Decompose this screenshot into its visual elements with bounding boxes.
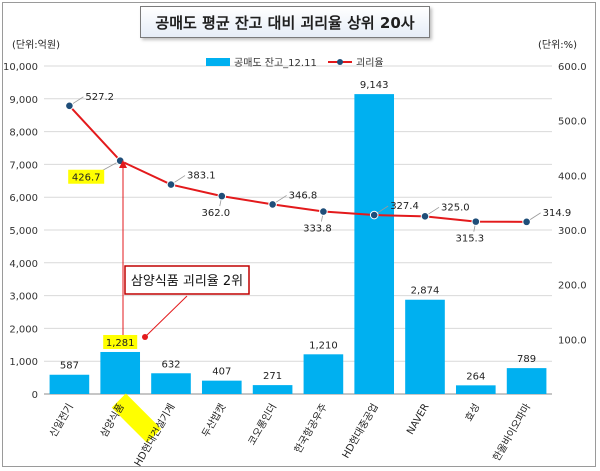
annotation-arrowhead (119, 160, 127, 168)
point-data-label: 333.8 (303, 224, 332, 235)
category-label: 한국항공우주 (292, 402, 330, 456)
left-tick-label: 4,000 (9, 259, 38, 270)
divergence-point (268, 200, 277, 209)
right-tick-label: 600.0 (558, 62, 587, 73)
left-tick-label: 9,000 (9, 95, 38, 106)
bar-data-label: 789 (517, 354, 536, 365)
bar (506, 368, 547, 394)
point-data-label: 362.0 (201, 208, 230, 219)
chart-title: 공매도 평균 잔고 대비 괴리율 상위 20사 (140, 6, 430, 38)
divergence-point (65, 101, 74, 111)
bar (303, 354, 344, 394)
divergence-point (369, 210, 379, 220)
category-label-highlight (111, 393, 162, 444)
point-data-label: 383.1 (187, 171, 216, 182)
divergence-line (68, 105, 527, 223)
point-data-label: 426.7 (72, 173, 101, 184)
divergence-point (319, 207, 328, 216)
annotation-box (124, 265, 250, 295)
point-data-label: 314.9 (543, 208, 572, 219)
point-data-label: 527.2 (85, 92, 114, 103)
point-label-highlight (68, 169, 105, 184)
left-tick-label: 5,000 (9, 226, 38, 237)
point-data-label: 315.3 (455, 234, 484, 245)
category-label: 신일전기 (47, 402, 76, 440)
right-tick-label: 500.0 (558, 117, 587, 128)
divergence-point (522, 217, 531, 227)
bar (201, 380, 242, 394)
right-axis-unit: (단위:%) (538, 38, 577, 51)
divergence-point (420, 212, 430, 221)
bar-data-label: 2,874 (411, 286, 440, 297)
left-tick-label: 1,000 (9, 357, 38, 368)
left-tick-label: 7,000 (9, 160, 38, 171)
left-tick-label: 0 (32, 390, 38, 401)
bar-data-label: 1,281 (106, 338, 135, 349)
bar (100, 351, 141, 394)
left-axis-unit: (단위:억원) (12, 38, 60, 51)
bar (405, 299, 445, 394)
annotation-dot (142, 334, 148, 340)
point-data-label: 327.4 (390, 201, 419, 212)
bar-data-label: 632 (161, 359, 180, 370)
bar-data-label: 271 (263, 371, 282, 382)
bar (354, 94, 395, 395)
divergence-point (471, 217, 481, 226)
category-label: 한올바이오파마 (491, 402, 534, 464)
category-label: 효성 (463, 402, 483, 424)
bar-data-label: 1,210 (309, 340, 338, 351)
category-label: 코오롱인더 (246, 402, 279, 448)
category-label: 두산밥캣 (200, 402, 229, 440)
annotation-line-to-box (144, 295, 188, 338)
left-tick-label: 2,000 (9, 324, 38, 335)
category-label: NAVER (405, 402, 431, 437)
category-label: HD현대중공업 (339, 401, 381, 461)
left-tick-label: 8,000 (9, 128, 38, 139)
left-tick-label: 3,000 (9, 292, 38, 303)
legend-line-label: 괴리율 (356, 57, 384, 69)
bar (49, 374, 90, 394)
legend-line-marker (337, 59, 343, 65)
legend-bar-swatch (206, 58, 230, 66)
left-tick-label: 10,000 (3, 62, 38, 73)
bar-data-label: 587 (60, 361, 79, 372)
divergence-point (166, 180, 176, 189)
point-data-label: 346.8 (289, 190, 318, 201)
bar (151, 373, 191, 394)
right-tick-label: 300.0 (558, 226, 587, 237)
right-tick-label: 100.0 (558, 335, 587, 346)
bar-data-label: 407 (212, 367, 231, 378)
bar-label-highlight (103, 334, 138, 349)
divergence-point (217, 191, 227, 201)
right-tick-label: 400.0 (558, 171, 587, 182)
bar-data-label: 264 (466, 371, 485, 382)
bar (455, 385, 496, 394)
bar-data-label: 9,143 (360, 80, 389, 91)
legend-bar-label: 공매도 잔고_12.11 (234, 57, 317, 69)
point-data-label: 325.0 (441, 202, 470, 213)
bar (252, 385, 293, 394)
left-tick-label: 6,000 (9, 193, 38, 204)
right-tick-label: 200.0 (558, 281, 587, 292)
annotation-text: 삼양식품 괴리율 2위 (131, 274, 243, 289)
